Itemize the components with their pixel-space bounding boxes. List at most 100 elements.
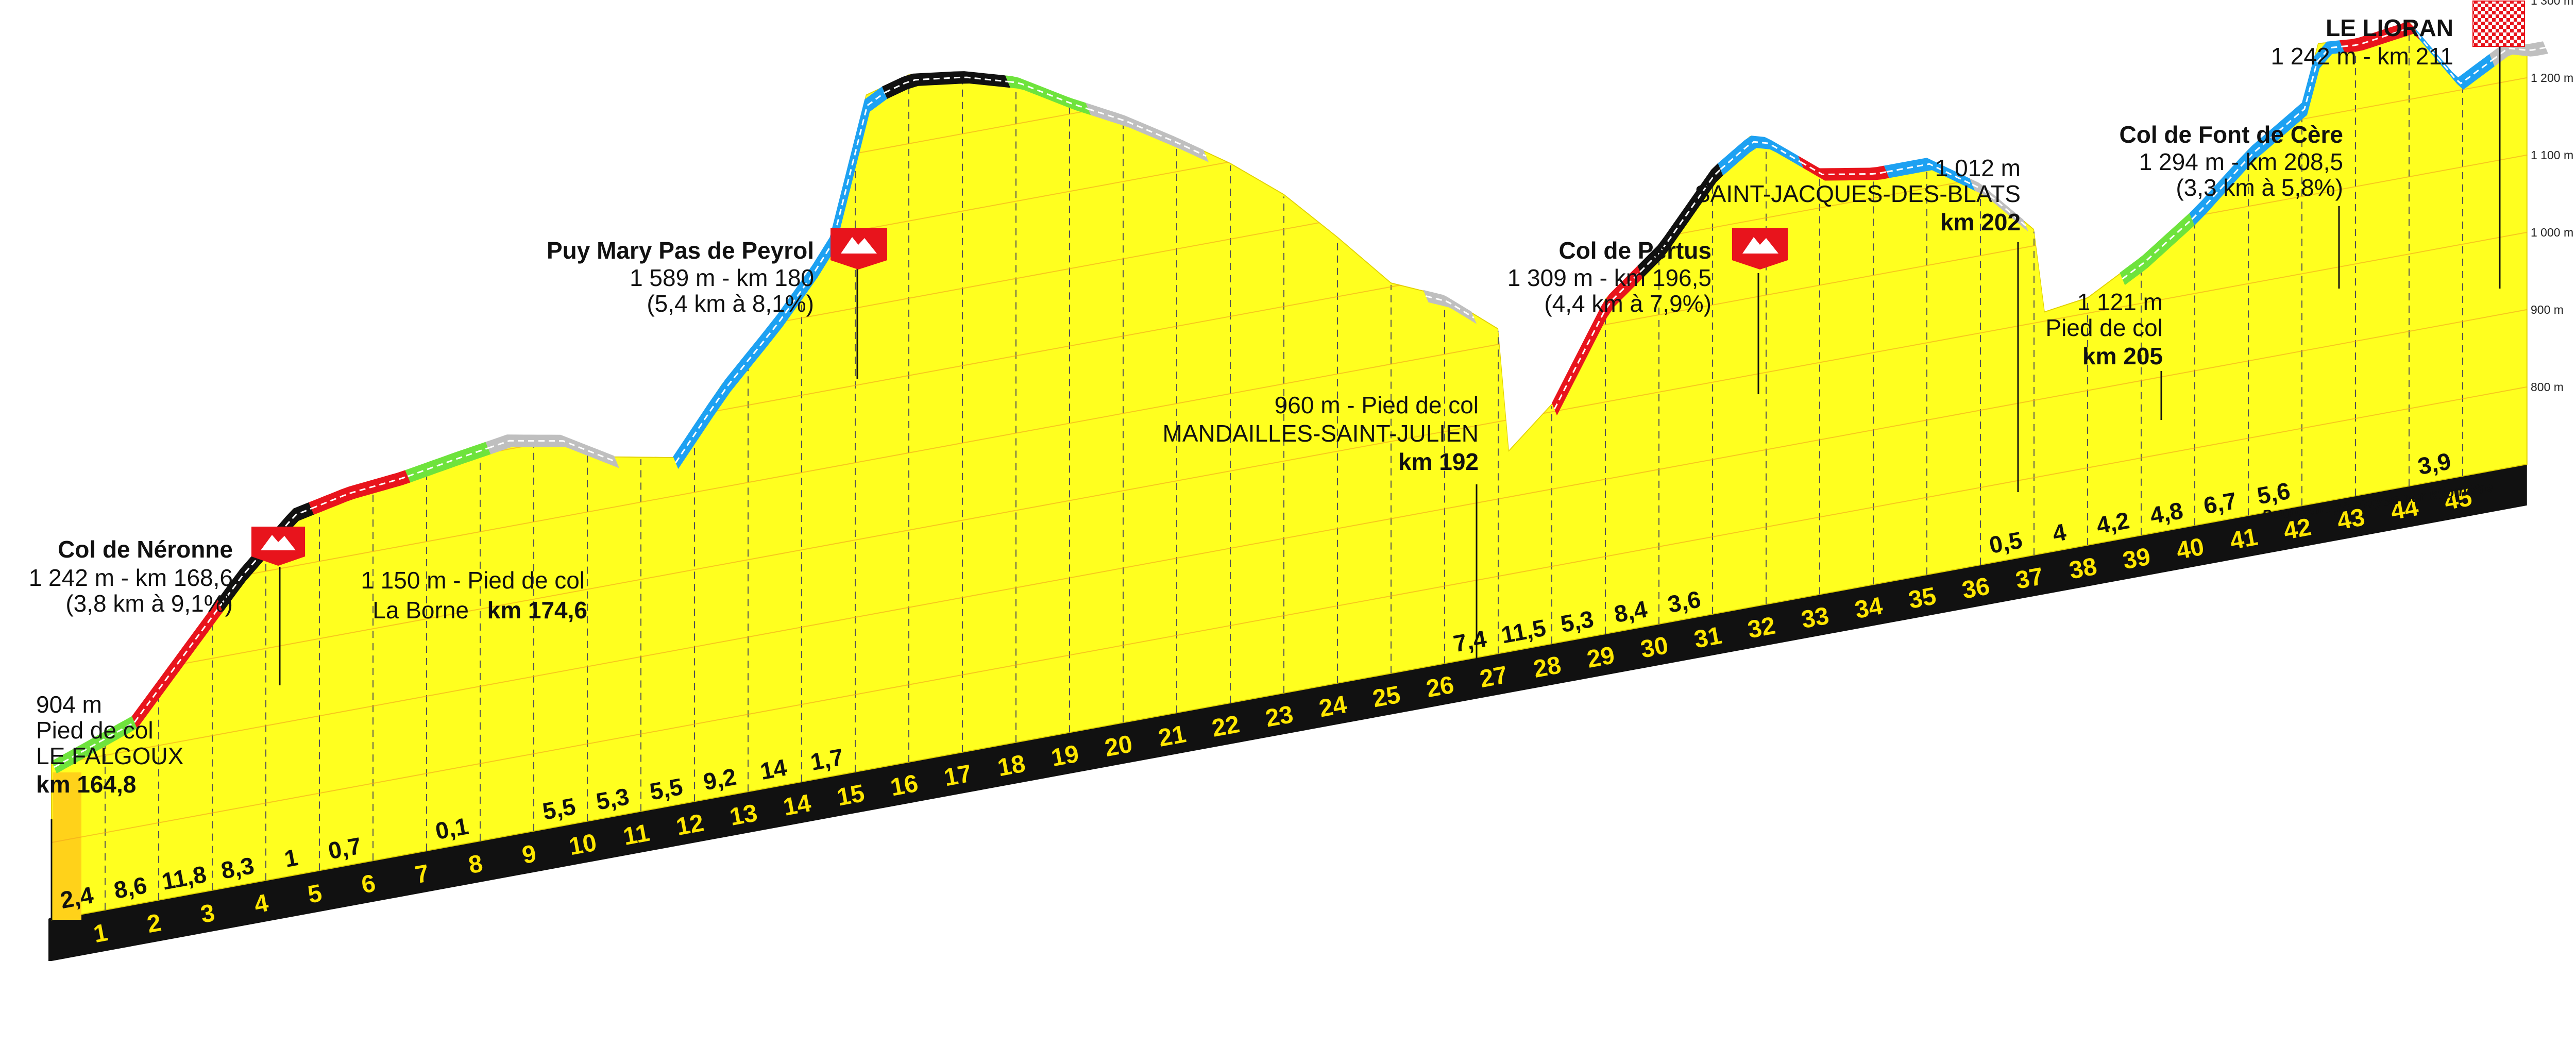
gradient-label: 4,2 <box>2094 507 2131 539</box>
km-label: 10 <box>567 829 599 861</box>
km-label: 35 <box>1906 582 1938 614</box>
climb-segment <box>1086 103 1209 162</box>
km-label: 14 <box>781 789 813 821</box>
gradient-label: 14 <box>758 754 789 785</box>
climb-segment <box>309 470 411 515</box>
gradient-label: 8,6 <box>112 871 149 904</box>
segment-centerline <box>133 605 221 723</box>
km-label: 16 <box>888 770 920 802</box>
km-label: 25 <box>1370 681 1402 713</box>
waypoint-km: km 174,6 <box>487 597 587 623</box>
km-label: 13 <box>727 799 759 831</box>
gradient-label: 1,7 <box>808 743 845 776</box>
annotation-puy-mary: Puy Mary Pas de Peyrol 1 589 m - km 180 … <box>547 228 887 379</box>
segment-centerline <box>407 447 488 477</box>
waypoint-line2: MANDAILLES-SAINT-JULIEN <box>1163 420 1479 447</box>
y-tick-label: 900 m <box>2531 303 2564 316</box>
km-label: 27 <box>1478 661 1510 693</box>
km-label: 43 <box>2335 503 2367 535</box>
segment-centerline <box>1553 271 1641 410</box>
waypoint-line2: La Borne <box>372 597 469 623</box>
km-label: 21 <box>1156 720 1188 752</box>
elevation-guide-line <box>51 386 2527 843</box>
waypoint-line1: 1 121 m <box>2077 289 2163 315</box>
km-label: 12 <box>674 809 706 841</box>
gradient-label: 4,8 <box>2148 497 2185 529</box>
km-label: 26 <box>1424 671 1456 703</box>
segment-centerline <box>1008 80 1089 110</box>
climb-segment <box>1718 136 1804 176</box>
km-label: 36 <box>1960 572 1992 604</box>
gradient-label: 2,4 <box>58 881 96 914</box>
segment-centerline <box>1972 183 2027 227</box>
annotation-line1: 1 294 m - km 208,5 <box>2139 148 2343 175</box>
segment-centerline <box>1426 295 1475 318</box>
segment-centerline <box>2342 26 2418 47</box>
km-label: 42 <box>2281 513 2313 545</box>
annotation-col-de-pertus: Col de Pertus 1 309 m - km 196,5 (4,4 km… <box>1507 228 1788 394</box>
annotation-col-de-neronne: Col de Néronne 1 242 m - km 168,6 (3,8 k… <box>29 527 305 685</box>
annotation-line1: 1 242 m - km 211 <box>2270 43 2453 70</box>
gradient-label: 5,3 <box>594 783 631 815</box>
waypoint-km: km 192 <box>1398 448 1479 475</box>
waypoint-line1: 1 150 m - Pied de col <box>361 567 585 594</box>
gradient-label: 6,7 <box>2201 487 2239 519</box>
segment-centerline <box>884 76 1008 94</box>
start-block <box>53 772 81 920</box>
waypoint-km: km 164,8 <box>36 771 136 798</box>
segment-centerline <box>1639 168 1721 273</box>
segment-centerline <box>2191 45 2342 220</box>
km-label: 41 <box>2228 523 2260 555</box>
gradient-label: 9,2 <box>701 763 738 796</box>
annotation-line1: 1 242 m - km 168,6 <box>29 564 233 591</box>
km-label: 32 <box>1745 612 1777 644</box>
waypoint-pied-de-col-205: 1 121 m Pied de col km 205 <box>2045 289 2163 420</box>
climb-segment <box>1005 75 1091 115</box>
mountain-icon <box>261 535 296 550</box>
km-label: 44 <box>2388 494 2420 526</box>
waypoint-le-falgoux: 904 m Pied de col LE FALGOUX km 164,8 <box>36 691 183 920</box>
gradient-label: 5,3 <box>1558 605 1596 638</box>
waypoint-line2: SAINT-JACQUES-DES-BLATS <box>1694 180 2021 207</box>
waypoint-line3: LE FALGOUX <box>36 743 183 769</box>
gradient-label: 5,5 <box>648 773 685 805</box>
gradient-label: 0,1 <box>433 812 470 845</box>
gradient-label: 3,9 <box>2416 447 2453 480</box>
km-label: 15 <box>835 780 867 812</box>
km-labels-group: 1 2 3 4 5 6 7 8 9 10 11 12 13 14 15 16 17 18 19 20 21 22 23 24 2… <box>91 484 2474 948</box>
segment-centerline <box>1800 161 1887 176</box>
finish-flag-icon <box>2472 1 2525 47</box>
km-label: 23 <box>1263 701 1295 733</box>
km-label: 28 <box>1531 651 1563 683</box>
segment-centerline <box>2492 46 2546 61</box>
km-label: 31 <box>1692 622 1724 654</box>
waypoint-saint-jacques: 1 012 m SAINT-JACQUES-DES-BLATS km 202 <box>1694 155 2021 492</box>
km-label: 33 <box>1799 602 1831 634</box>
climb-segment <box>1637 163 1723 278</box>
segment-centerline <box>487 440 617 463</box>
base-band-group <box>48 464 2527 961</box>
climb-segment <box>1552 265 1643 416</box>
y-tick-label: 800 m <box>2531 380 2564 394</box>
grid-group <box>46 0 2532 910</box>
gradient-label: 7,4 <box>1451 625 1489 658</box>
waypoint-line1: 1 012 m <box>1935 155 2021 181</box>
annotation-line2: (4,4 km à 7,9%) <box>1544 290 1711 317</box>
km-label: 30 <box>1638 632 1670 664</box>
segment-centerline <box>675 92 885 463</box>
gradient-label: 8,3 <box>219 852 256 884</box>
waypoint-line2: Pied de col <box>36 717 154 744</box>
waypoint-line1: 904 m <box>36 691 102 718</box>
y-tick-label: 1 300 m <box>2531 0 2573 7</box>
km-label: 24 <box>1317 691 1349 723</box>
annotation-name: Col de Néronne <box>58 536 233 563</box>
annotation-line2: (3,8 km à 9,1%) <box>65 590 233 617</box>
waypoint-km: km 205 <box>2082 343 2163 369</box>
km-label: 37 <box>2013 563 2045 595</box>
km-label: 18 <box>995 750 1027 782</box>
annotation-name: Puy Mary Pas de Peyrol <box>547 237 814 264</box>
climb-segment <box>2120 213 2195 285</box>
waypoint-line1: 960 m - Pied de col <box>1275 392 1479 418</box>
